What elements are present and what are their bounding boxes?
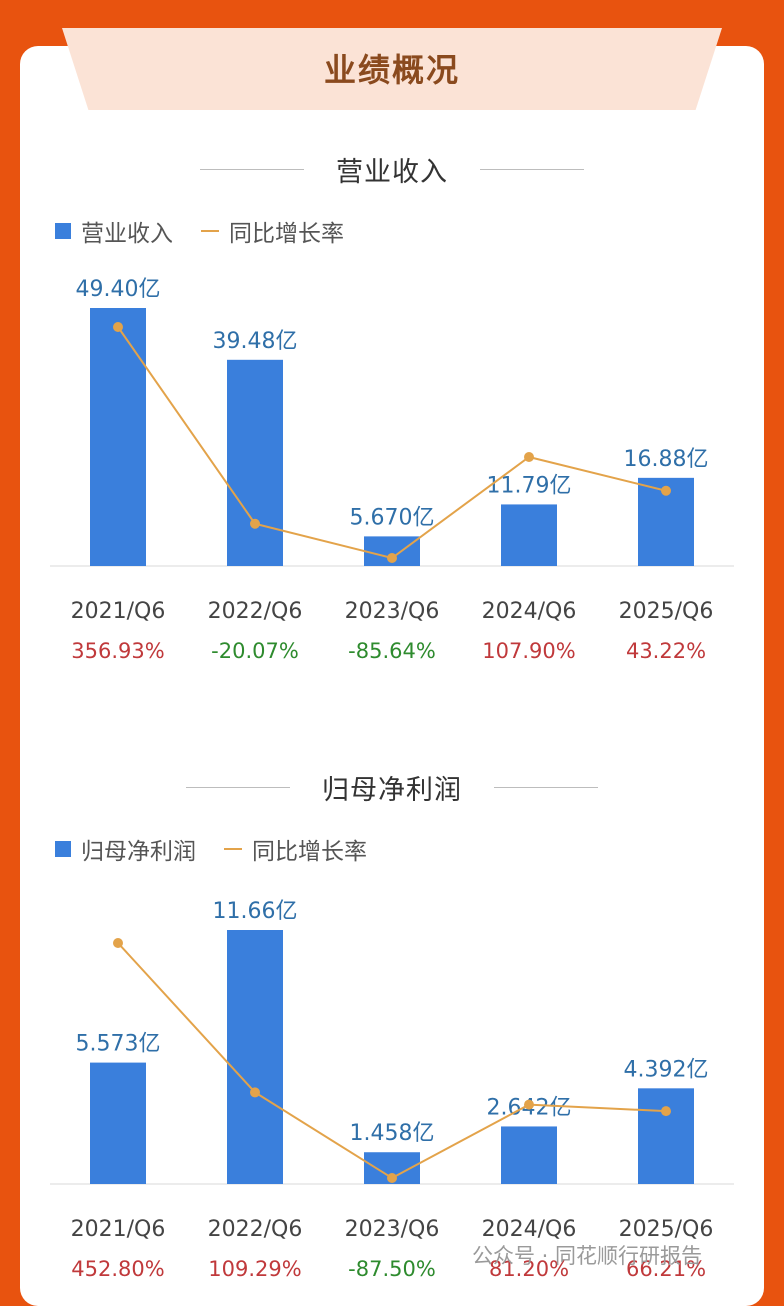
x-tick-label: 2023/Q6: [345, 1217, 440, 1242]
growth-rate-label: -20.07%: [211, 639, 299, 663]
growth-point: [250, 1087, 260, 1098]
growth-point: [524, 1099, 534, 1110]
divider-right: [480, 169, 584, 170]
growth-point: [250, 518, 260, 529]
growth-rate-label: 81.20%: [489, 1257, 569, 1281]
bar-value-label: 11.66亿: [213, 899, 298, 924]
profit-chart: 5.573亿11.66亿1.458亿2.642亿4.392亿2021/Q6202…: [50, 899, 734, 1281]
bar: [227, 930, 283, 1184]
growth-point: [113, 322, 123, 332]
bar-value-label: 5.573亿: [76, 1032, 161, 1057]
divider-left: [186, 787, 290, 788]
x-tick-label: 2021/Q6: [71, 599, 166, 624]
bar: [90, 308, 146, 566]
x-tick-label: 2024/Q6: [482, 599, 577, 624]
x-tick-label: 2022/Q6: [208, 599, 303, 624]
x-tick-label: 2024/Q6: [482, 1217, 577, 1242]
title-ribbon: [62, 28, 722, 110]
growth-rate-label: 107.90%: [482, 639, 575, 663]
growth-rate-label: 109.29%: [208, 1257, 301, 1281]
legend-bar-swatch: [55, 223, 71, 239]
divider-left: [200, 169, 304, 170]
bar: [501, 1126, 557, 1184]
x-tick-label: 2023/Q6: [345, 599, 440, 624]
growth-point: [387, 1173, 397, 1183]
revenue-chart-title: 营业收入: [336, 157, 448, 188]
legend-line-swatch: [201, 230, 219, 232]
watermark: 公众号 · 同花顺行研报告: [472, 1240, 702, 1270]
growth-point: [524, 451, 534, 462]
legend-bar-label: 归母净利润: [81, 839, 196, 865]
growth-rate-label: 356.93%: [71, 639, 164, 663]
x-tick-label: 2025/Q6: [619, 599, 714, 624]
profit-section-header: 归母净利润: [0, 768, 784, 807]
bar-value-label: 16.88亿: [624, 447, 709, 472]
legend-line-label: 同比增长率: [252, 839, 367, 865]
bar: [501, 504, 557, 566]
revenue-section-header: 营业收入: [0, 150, 784, 189]
bar-value-label: 5.670亿: [350, 505, 435, 530]
growth-rate-label: 43.22%: [626, 639, 706, 663]
profit-legend: 归母净利润 同比增长率: [55, 832, 367, 866]
bar-value-label: 11.79亿: [487, 473, 572, 498]
page-title: 业绩概况: [323, 51, 460, 89]
growth-rate-label: 452.80%: [71, 1257, 164, 1281]
growth-point: [661, 1106, 671, 1117]
legend-line-label: 同比增长率: [229, 221, 344, 247]
legend-bar-label: 营业收入: [81, 221, 173, 247]
bar-value-label: 1.458亿: [350, 1121, 435, 1146]
revenue-legend: 营业收入 同比增长率: [55, 214, 344, 248]
legend-bar-swatch: [55, 841, 71, 857]
growth-point: [661, 485, 671, 496]
bar: [638, 1088, 694, 1184]
x-tick-label: 2021/Q6: [71, 1217, 166, 1242]
growth-rate-label: -85.64%: [348, 639, 436, 663]
bar-value-label: 39.48亿: [213, 329, 298, 354]
growth-rate-label: 66.21%: [626, 1257, 706, 1281]
divider-right: [494, 787, 598, 788]
title-ribbon-text-wrap: 业绩概况: [80, 28, 704, 108]
growth-point: [113, 938, 123, 948]
profit-chart-title: 归母净利润: [322, 775, 462, 806]
bar: [227, 359, 283, 566]
growth-rate-label: -87.50%: [348, 1257, 436, 1281]
x-tick-label: 2025/Q6: [619, 1217, 714, 1242]
growth-point: [387, 553, 397, 563]
bar: [90, 1062, 146, 1184]
bar-value-label: 4.392亿: [624, 1057, 709, 1082]
watermark-text: 公众号 · 同花顺行研报告: [472, 1244, 703, 1268]
x-tick-label: 2022/Q6: [208, 1217, 303, 1242]
revenue-chart: 49.40亿 39.48亿 5.670亿 11.79亿 16.88亿 2021/Q6 202…: [50, 277, 734, 663]
bar-value-label: 49.40亿: [76, 277, 161, 302]
legend-line-swatch: [224, 848, 242, 850]
